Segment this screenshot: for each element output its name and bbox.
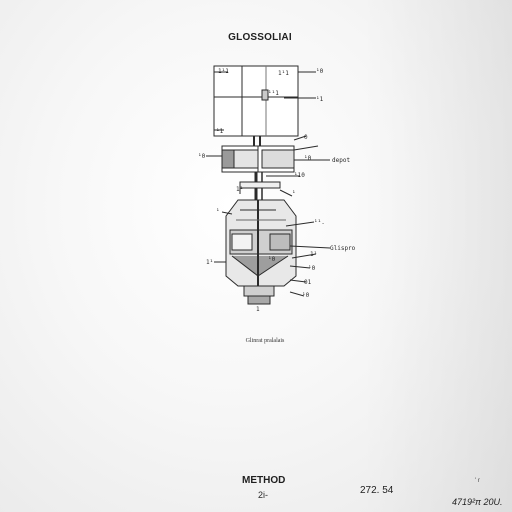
label-mid-b: ¹1: [316, 96, 324, 103]
label-side-right-5: 01: [304, 279, 312, 286]
label-side-right-6: ¹0: [302, 292, 310, 299]
label-top-left: 1¹1: [218, 68, 229, 75]
footer-sub: 2i-: [258, 490, 269, 500]
diagram-title: GLOSSOLIAI: [228, 32, 292, 43]
label-ref-1: ¹1: [216, 128, 224, 135]
label-bottom: 1: [256, 306, 260, 313]
page-shadow: [362, 0, 512, 512]
footer-tick: ' r: [475, 478, 480, 484]
label-low-1: 1¹: [236, 186, 244, 193]
label-ref-0: 0: [304, 134, 308, 141]
label-side-right-3: 1¹: [310, 251, 318, 258]
label-mid-a: ¹¹1: [268, 90, 279, 97]
label-side-left-2: ¹0: [268, 256, 276, 263]
label-low-2: ¹: [292, 190, 296, 197]
label-ref-10: ¹10: [294, 172, 305, 179]
footer-method: METHOD: [242, 475, 286, 486]
label-side-right-4: ¹0: [308, 265, 316, 272]
footer-code: 4719²π 20U.: [452, 497, 503, 507]
label-low-3: ¹: [216, 208, 220, 215]
upper-housing: [213, 65, 299, 137]
label-top-right-b: ¹0: [316, 68, 324, 75]
label-depot: depot: [332, 157, 351, 164]
label-top-right-a: 1¹1: [278, 70, 289, 77]
footer-number: 272. 54: [360, 485, 394, 496]
label-ref-right: ¹0: [304, 155, 312, 162]
label-side-right-1: ¹¹.: [314, 219, 325, 226]
label-side-right-2: Glispro: [330, 245, 356, 252]
base-flange: [243, 285, 275, 297]
figure-caption: Glinrat pralalais: [245, 338, 285, 344]
label-ref-left: ¹0: [198, 153, 206, 160]
label-side-left-1: 1¹: [206, 259, 214, 266]
